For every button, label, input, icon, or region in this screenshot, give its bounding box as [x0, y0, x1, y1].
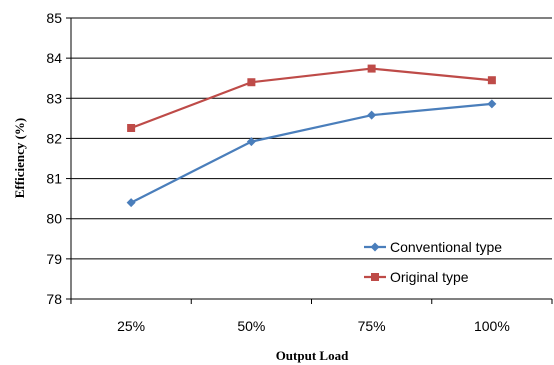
series-layer: [126, 64, 497, 208]
data-point: [246, 137, 256, 147]
x-tick-label: 75%: [358, 318, 386, 334]
y-tick-label: 82: [46, 130, 62, 146]
y-tick-label: 81: [46, 171, 62, 187]
legend-marker: [370, 242, 380, 252]
y-tick-label: 79: [46, 251, 62, 267]
series-line: [130, 102, 492, 204]
y-tick-label: 85: [46, 10, 62, 26]
legend-label: Conventional type: [390, 239, 502, 255]
data-point: [247, 78, 256, 87]
data-point: [367, 110, 377, 120]
legend-item: Conventional type: [364, 239, 502, 255]
series-original-type: [127, 64, 496, 132]
x-ticks: 25% 50% 75% 100%: [70, 299, 553, 334]
y-tick-label: 84: [46, 50, 62, 66]
x-axis-title: Output Load: [276, 348, 349, 363]
data-point: [367, 64, 376, 73]
axes: [70, 18, 552, 300]
data-point: [487, 76, 496, 85]
data-point: [127, 123, 136, 132]
x-tick-label: 100%: [474, 318, 510, 334]
y-tick-label: 78: [46, 291, 62, 307]
legend: Conventional type Original type: [364, 239, 502, 285]
x-tick-label: 50%: [237, 318, 265, 334]
series-conventional-type: [126, 99, 497, 208]
legend-item: Original type: [364, 269, 469, 285]
gridlines: [71, 17, 552, 260]
x-tick-label: 25%: [117, 318, 145, 334]
series-line: [130, 67, 492, 130]
y-tick-label: 83: [46, 90, 62, 106]
y-tick-label: 80: [46, 211, 62, 227]
legend-marker: [371, 273, 379, 281]
legend-label: Original type: [390, 269, 469, 285]
y-ticks: 78 79 80 81 82 83 84 85: [46, 10, 71, 307]
y-axis-title: Efficiency (%): [12, 118, 27, 199]
data-point: [126, 198, 136, 208]
data-point: [487, 99, 497, 109]
